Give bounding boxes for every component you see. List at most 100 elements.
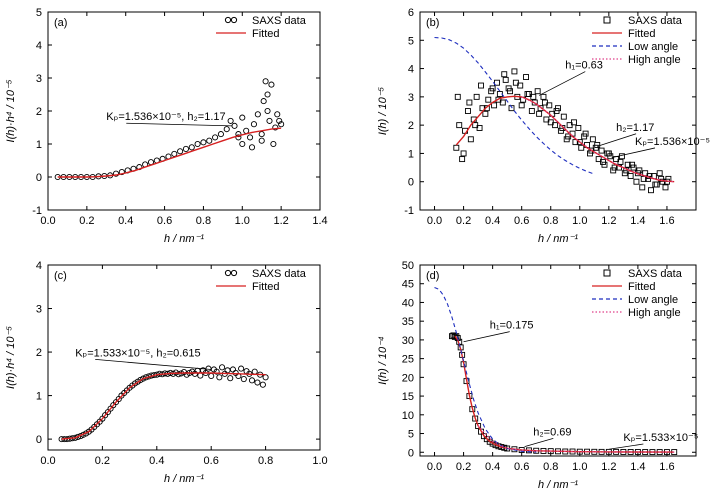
data-point bbox=[266, 117, 273, 124]
x-tick-label: 0.4 bbox=[118, 215, 133, 227]
data-point bbox=[541, 99, 548, 106]
data-point bbox=[254, 379, 261, 386]
x-tick-label: 1.4 bbox=[630, 461, 645, 473]
y-tick-label: 20 bbox=[402, 372, 414, 384]
data-point bbox=[605, 150, 612, 157]
data-point bbox=[213, 368, 220, 375]
data-point bbox=[571, 119, 577, 126]
data-point bbox=[588, 147, 595, 154]
legend-label: SAXS data bbox=[628, 268, 683, 280]
series-line-low-angle bbox=[434, 36, 595, 175]
x-tick-label: 0.6 bbox=[514, 215, 529, 227]
legend-marker bbox=[603, 16, 611, 24]
annotation-label: Kₚ=1.536×10⁻⁵, h₂=1.17 bbox=[106, 111, 225, 123]
data-point bbox=[250, 121, 257, 128]
x-axis-title: h / nm⁻¹ bbox=[164, 473, 204, 485]
x-tick-label: 0.2 bbox=[79, 215, 94, 227]
series-line-fitted bbox=[57, 127, 282, 178]
data-point bbox=[502, 76, 509, 83]
y-tick-label: 3 bbox=[36, 304, 42, 316]
data-point bbox=[262, 374, 269, 381]
data-point bbox=[171, 150, 178, 157]
annotation-arrow bbox=[597, 133, 637, 147]
annotation-label: h₁=0.175 bbox=[490, 320, 534, 332]
series-line-high-angle bbox=[477, 425, 675, 453]
annotation-arrow bbox=[524, 438, 554, 448]
data-point bbox=[629, 161, 636, 168]
legend-label: SAXS data bbox=[628, 15, 683, 27]
x-tick-label: 1.2 bbox=[273, 215, 288, 227]
data-point bbox=[262, 78, 269, 85]
x-tick-label: 0.4 bbox=[485, 461, 500, 473]
x-tick-label: 0.0 bbox=[40, 455, 55, 467]
annotation-label: Kₚ=1.536×10⁻⁵ bbox=[635, 136, 710, 148]
data-point bbox=[258, 137, 265, 144]
y-tick-label: 1 bbox=[36, 139, 42, 151]
y-tick-label: 1 bbox=[36, 391, 42, 403]
x-tick-label: 0.6 bbox=[514, 461, 529, 473]
x-tick-label: 0.0 bbox=[427, 215, 442, 227]
data-point bbox=[576, 139, 583, 146]
data-point bbox=[627, 173, 634, 180]
data-point bbox=[235, 131, 242, 138]
data-point bbox=[600, 158, 606, 165]
annotation-label: Kₚ=1.533×10⁻⁵ bbox=[623, 432, 698, 444]
data-point bbox=[459, 156, 466, 163]
data-point bbox=[530, 93, 537, 100]
plot-frame bbox=[419, 11, 697, 211]
data-point bbox=[575, 125, 582, 131]
data-point bbox=[633, 178, 640, 185]
data-point bbox=[518, 102, 525, 109]
data-point bbox=[240, 375, 247, 383]
data-point bbox=[473, 93, 480, 100]
y-tick-label: 3 bbox=[36, 73, 42, 85]
data-point bbox=[112, 170, 120, 177]
data-point bbox=[453, 144, 460, 151]
chart-panel-1: 0.0 0.2 0.4 0.6 0.8 1.0 1.2 1.4 -1 0 1 2 3 4 5 h / nm⁻¹… bbox=[5, 7, 328, 245]
x-tick-label: 0.4 bbox=[485, 215, 500, 227]
y-tick-label: 25 bbox=[402, 354, 414, 366]
x-tick-label: 0.0 bbox=[427, 461, 442, 473]
data-point bbox=[656, 170, 663, 177]
legend-label: SAXS data bbox=[252, 15, 307, 27]
x-axis-title: h / nm⁻¹ bbox=[538, 233, 578, 245]
y-tick-label: 4 bbox=[408, 64, 414, 76]
data-point bbox=[594, 141, 601, 148]
data-point bbox=[260, 98, 267, 105]
chart-panel-2: 0.0 0.2 0.4 0.6 0.8 1.0 1.2 1.4 1.6 -1 0 1 2 3 4 5 6 h / … bbox=[377, 7, 710, 245]
y-tick-label: 5 bbox=[408, 429, 414, 441]
series-line-low-angle bbox=[434, 286, 537, 453]
data-point bbox=[559, 125, 566, 131]
data-point bbox=[205, 365, 212, 372]
data-point bbox=[489, 85, 496, 92]
legend-label: Fitted bbox=[628, 281, 656, 293]
plot-frame bbox=[419, 264, 697, 457]
legend-label: Fitted bbox=[252, 281, 280, 293]
data-point bbox=[224, 367, 231, 374]
y-axis-title: I(h) / 10⁻⁵ bbox=[377, 86, 389, 135]
annotation-arrow bbox=[95, 359, 212, 370]
data-point bbox=[264, 107, 271, 115]
x-tick-label: 1.6 bbox=[659, 215, 674, 227]
data-point bbox=[485, 96, 492, 103]
data-point bbox=[216, 374, 223, 381]
data-point bbox=[501, 71, 508, 78]
data-point bbox=[560, 113, 567, 120]
data-point bbox=[494, 79, 500, 86]
x-tick-label: 1.0 bbox=[572, 461, 587, 473]
data-point bbox=[652, 181, 659, 188]
data-point bbox=[270, 140, 277, 148]
data-point bbox=[491, 102, 498, 109]
data-point bbox=[524, 91, 531, 97]
scatter-series-saxs-data bbox=[54, 78, 285, 181]
data-point bbox=[200, 139, 207, 146]
annotation-label: h₂=1.17 bbox=[616, 122, 654, 134]
y-axis-title: I(h) / 10⁻⁴ bbox=[377, 336, 389, 385]
y-tick-label: 6 bbox=[408, 7, 414, 19]
data-point bbox=[482, 110, 489, 117]
data-point bbox=[247, 134, 254, 141]
